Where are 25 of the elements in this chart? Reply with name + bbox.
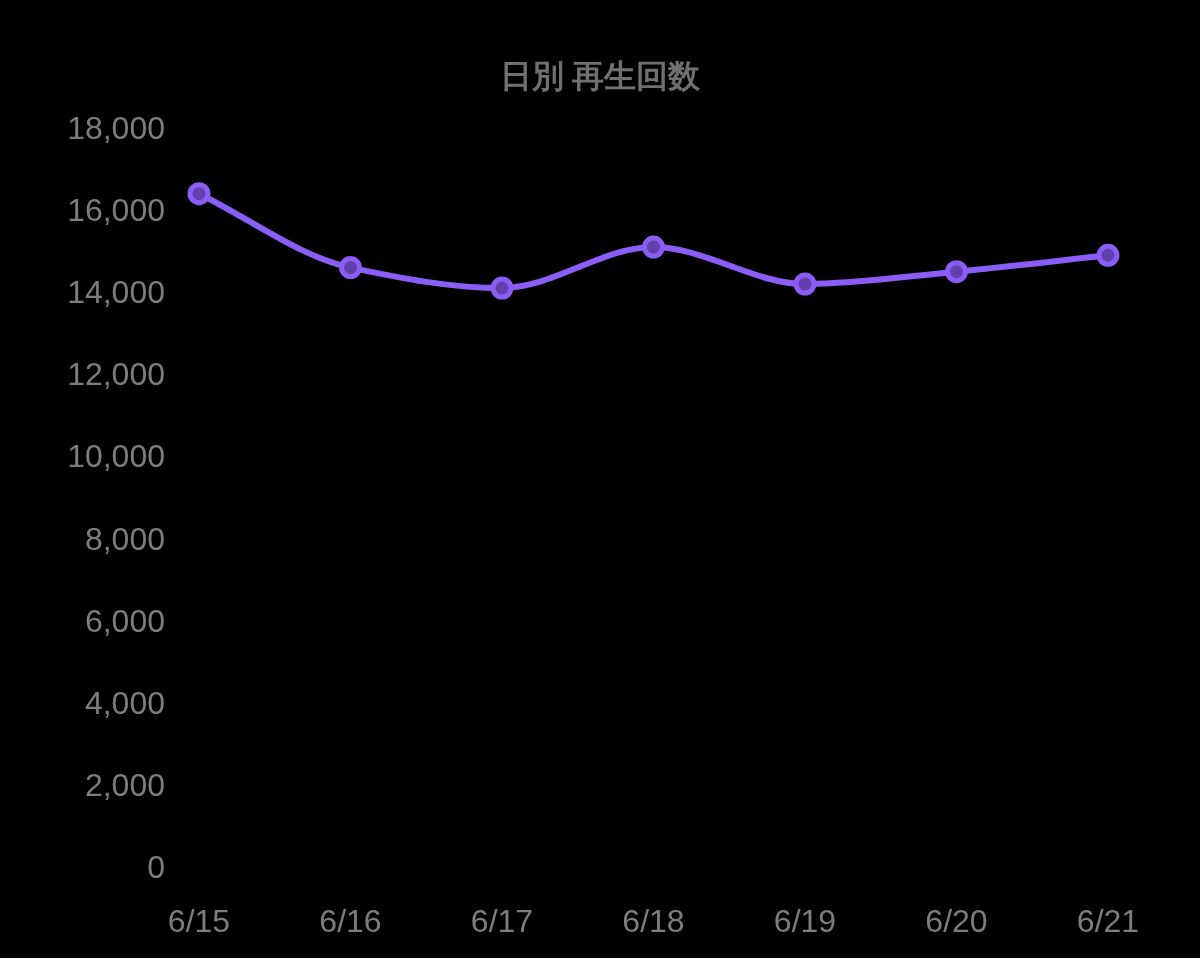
point: [642, 235, 665, 259]
chart-title: 日別 再生回数: [499, 58, 702, 94]
x-tick-label: 6/20: [925, 903, 988, 939]
x-tick-label: 6/16: [319, 903, 382, 939]
x-tick-label: 6/21: [1076, 903, 1140, 939]
y-tick-label: 18,000: [67, 110, 165, 146]
point: [187, 182, 211, 206]
x-tick-label: 6/19: [773, 903, 837, 939]
y-tick-label: 10,000: [67, 438, 165, 475]
point: [490, 276, 514, 300]
y-tick-label: 16,000: [67, 192, 165, 229]
point: [1096, 243, 1120, 267]
x-tick-label: 6/15: [167, 903, 231, 939]
y-tick-label: 6,000: [84, 602, 165, 639]
point: [945, 260, 968, 284]
y-tick-label: 4,000: [84, 684, 165, 721]
point: [339, 256, 362, 280]
y-tick-label: 2,000: [84, 766, 165, 803]
y-tick-label: 14,000: [67, 274, 165, 311]
y-tick-label: 0: [147, 849, 165, 885]
y-tick-label: 12,000: [67, 356, 165, 393]
point: [793, 272, 817, 296]
y-tick-label: 8,000: [84, 520, 165, 557]
x-tick-label: 6/18: [622, 903, 685, 939]
x-tick-label: 6/17: [470, 903, 534, 939]
